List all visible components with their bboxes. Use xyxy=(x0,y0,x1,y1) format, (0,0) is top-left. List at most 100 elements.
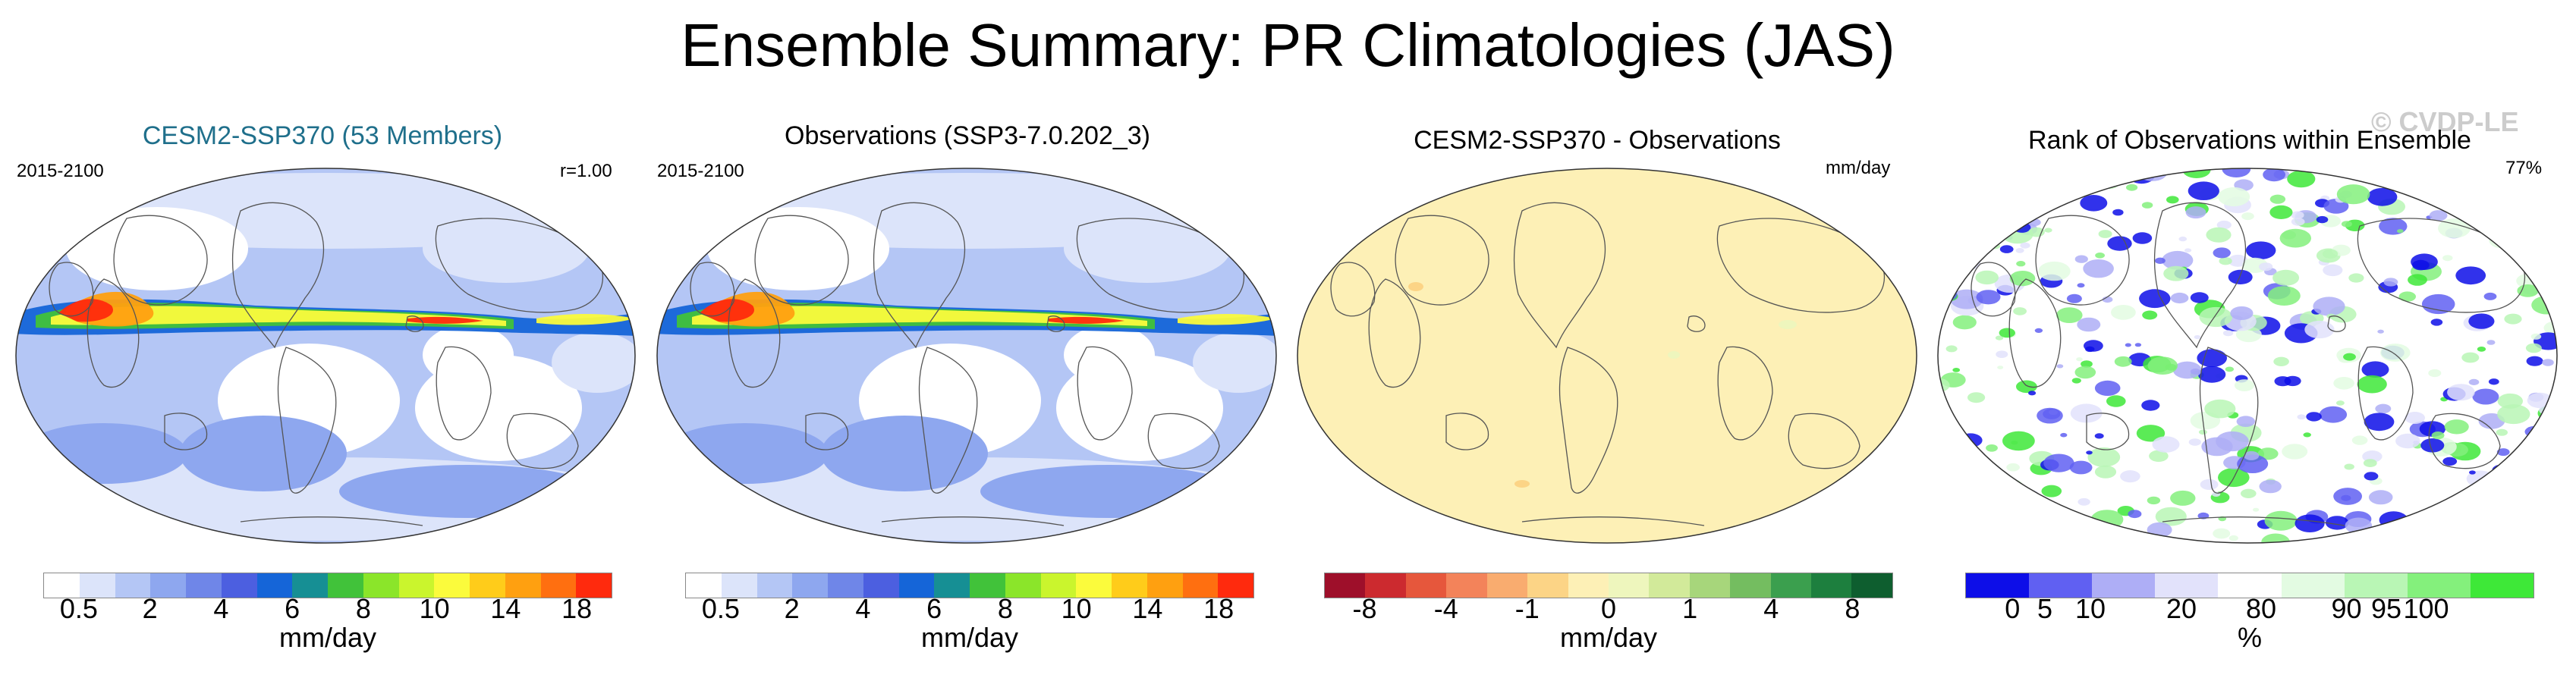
colorbar-swatch xyxy=(1649,573,1690,598)
colorbar-tick-label: 8 xyxy=(1845,593,1860,624)
colorbar-tick-label: 0.5 xyxy=(701,593,740,624)
colorbar-tick-label: -4 xyxy=(1433,593,1458,624)
colorbar-swatch xyxy=(970,573,1005,598)
colorbar-swatch xyxy=(1325,573,1366,598)
colorbar-tick-label: 6 xyxy=(285,593,300,624)
colorbar-swatch xyxy=(1851,573,1892,598)
panel-2-colorbar xyxy=(685,573,1254,598)
colorbar-swatch xyxy=(1608,573,1650,598)
colorbar-swatch xyxy=(2155,573,2219,598)
colorbar-tick-label: 95 xyxy=(2370,593,2402,624)
colorbar-swatch xyxy=(1040,573,1077,598)
colorbar-tick-label: 6 xyxy=(926,593,942,624)
colorbar-swatch xyxy=(2281,573,2345,598)
colorbar-swatch xyxy=(1182,573,1219,598)
colorbar-tick-label: 4 xyxy=(1763,593,1779,624)
panel-2-colorbar-unit: mm/day xyxy=(920,622,1019,653)
colorbar-tick-label: 5 xyxy=(2037,593,2053,624)
colorbar-tick-label: 18 xyxy=(1203,593,1235,624)
colorbar-swatch xyxy=(1568,573,1609,598)
colorbar-swatch xyxy=(505,573,541,598)
colorbar-swatch xyxy=(2407,573,2471,598)
colorbar-swatch xyxy=(1112,573,1147,598)
colorbar-tick-label: 8 xyxy=(997,593,1013,624)
colorbar-tick-label: 4 xyxy=(213,593,229,624)
panel-4-colorbar-unit: % xyxy=(2237,622,2262,653)
colorbar-swatch xyxy=(1218,573,1253,598)
colorbar-swatch xyxy=(1005,573,1041,598)
colorbar-tick-label: 80 xyxy=(2245,593,2277,624)
panel-1-colorbar xyxy=(43,573,612,598)
colorbar-swatch xyxy=(1811,573,1852,598)
panel-3-colorbar-unit: mm/day xyxy=(1559,622,1658,653)
colorbar-swatch xyxy=(256,573,293,598)
colorbar-tick-label: 14 xyxy=(1132,593,1163,624)
colorbar-swatch xyxy=(540,573,577,598)
colorbar-tick-label: 18 xyxy=(561,593,593,624)
colorbar-swatch xyxy=(1446,573,1487,598)
colorbar-swatch xyxy=(576,573,612,598)
panel-4-colorbar xyxy=(1965,573,2534,598)
colorbar-swatch xyxy=(186,573,222,598)
panel-2-title: Observations (SSP3-7.0.202_3) xyxy=(785,121,1150,150)
colorbar-swatch xyxy=(1486,573,1528,598)
panel-2-period-label: 2015-2100 xyxy=(657,161,744,181)
colorbar-swatch xyxy=(828,573,863,598)
colorbar-swatch xyxy=(1146,573,1183,598)
colorbar-tick-label: 14 xyxy=(490,593,521,624)
panel-2-precip-map xyxy=(656,168,1277,544)
colorbar-swatch xyxy=(792,573,828,598)
colorbar-tick-label: 1 xyxy=(1682,593,1698,624)
colorbar-swatch xyxy=(328,573,363,598)
watermark: © CVDP-LE xyxy=(2371,106,2519,137)
colorbar-swatch xyxy=(363,573,399,598)
colorbar-swatch xyxy=(2470,573,2534,598)
colorbar-swatch xyxy=(863,573,899,598)
colorbar-swatch xyxy=(1689,573,1731,598)
colorbar-tick-label: 4 xyxy=(855,593,871,624)
panel-3-difference-map xyxy=(1297,168,1917,544)
colorbar-swatch xyxy=(150,573,186,598)
colorbar-tick-label: 0 xyxy=(2005,593,2021,624)
colorbar-tick-label: 10 xyxy=(419,593,450,624)
panel-1-period-label: 2015-2100 xyxy=(17,161,104,181)
colorbar-swatch xyxy=(756,573,793,598)
colorbar-swatch xyxy=(470,573,505,598)
colorbar-swatch xyxy=(1730,573,1771,598)
colorbar-tick-label: 10 xyxy=(1061,593,1092,624)
colorbar-tick-label: 10 xyxy=(2074,593,2106,624)
panel-1-precip-map xyxy=(15,168,636,544)
colorbar-tick-label: 0.5 xyxy=(59,593,98,624)
colorbar-tick-label: -1 xyxy=(1514,593,1540,624)
colorbar-swatch xyxy=(115,573,151,598)
colorbar-swatch xyxy=(1076,573,1112,598)
colorbar-swatch xyxy=(686,573,722,598)
panel-1-title: CESM2-SSP370 (53 Members) xyxy=(142,121,503,150)
colorbar-swatch xyxy=(2218,573,2282,598)
colorbar-tick-label: 20 xyxy=(2166,593,2197,624)
colorbar-swatch xyxy=(2092,573,2156,598)
colorbar-swatch xyxy=(1966,573,2030,598)
colorbar-swatch xyxy=(721,573,757,598)
colorbar-swatch xyxy=(292,573,328,598)
colorbar-tick-label: 90 xyxy=(2331,593,2362,624)
colorbar-swatch xyxy=(79,573,115,598)
panel-4-title: Rank of Observations within Ensemble xyxy=(2028,126,2471,155)
colorbar-tick-label: 0 xyxy=(1600,593,1617,624)
panel-1-colorbar-unit: mm/day xyxy=(278,622,377,653)
panel-3-unit-label: mm/day xyxy=(1826,158,1891,178)
colorbar-swatch xyxy=(398,573,435,598)
colorbar-swatch xyxy=(898,573,935,598)
colorbar-tick-label: -8 xyxy=(1352,593,1377,624)
panel-4-rank-map xyxy=(1937,168,2558,544)
panel-4-percent-label: 77% xyxy=(2505,158,2543,178)
colorbar-swatch xyxy=(2029,573,2093,598)
colorbar-swatch xyxy=(934,573,970,598)
colorbar-tick-label: 2 xyxy=(784,593,800,624)
panel-1-correlation-label: r=1.00 xyxy=(560,161,612,181)
colorbar-swatch xyxy=(1770,573,1812,598)
colorbar-swatch xyxy=(1405,573,1447,598)
colorbar-swatch xyxy=(2344,573,2408,598)
panel-3-colorbar xyxy=(1324,573,1893,598)
colorbar-swatch xyxy=(221,573,257,598)
